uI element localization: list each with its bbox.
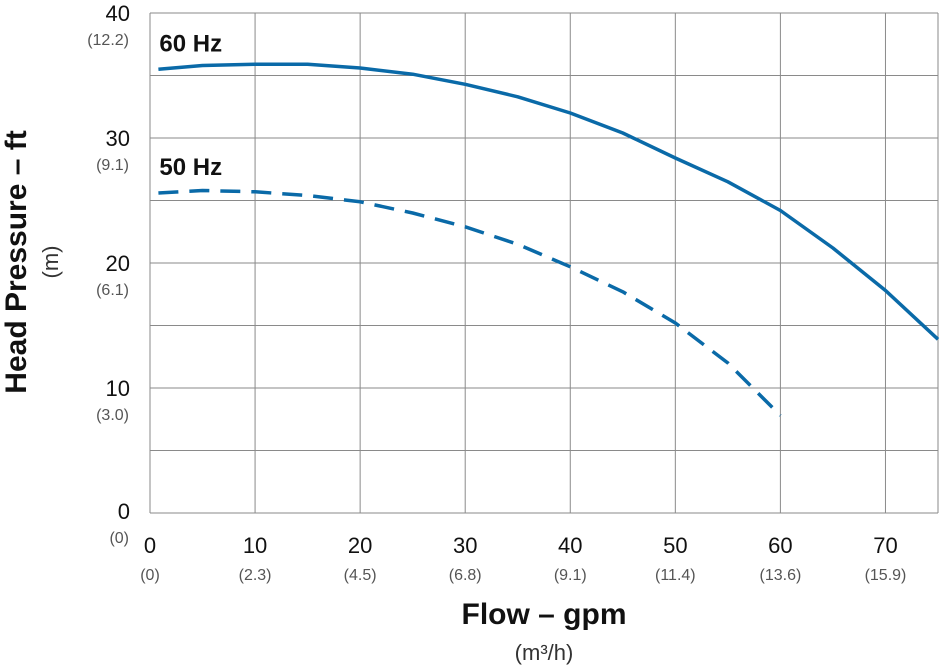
x-axis-title: Flow – gpm <box>462 598 627 631</box>
y-tick-sublabel: (9.1) <box>96 157 129 174</box>
x-tick-sublabel: (11.4) <box>655 567 696 584</box>
x-tick-label: 70 <box>873 533 897 558</box>
series-lines <box>158 62 940 417</box>
series-label: 50 Hz <box>159 154 222 181</box>
y-axis-unit: (m) <box>38 246 63 279</box>
y-tick-label: 20 <box>106 251 130 276</box>
x-tick-sublabel: (9.1) <box>554 567 587 584</box>
y-tick-sublabel: (12.2) <box>87 32 129 49</box>
x-tick-label: 0 <box>144 533 156 558</box>
series-line-50-hz <box>158 188 782 417</box>
y-tick-label: 30 <box>106 126 130 151</box>
y-tick-sublabel: (3.0) <box>96 407 129 424</box>
y-tick-label: 10 <box>106 376 130 401</box>
x-tick-sublabel: (13.6) <box>760 567 802 584</box>
x-tick-sublabel: (0) <box>140 567 160 584</box>
series-labels: 60 Hz 50 Hz <box>159 30 222 181</box>
x-tick-label: 40 <box>558 533 582 558</box>
x-tick-sublabel: (15.9) <box>865 567 907 584</box>
series-line-60-hz <box>158 62 940 341</box>
x-tick-sublabel: (6.8) <box>449 567 482 584</box>
x-tick-sublabel: (4.5) <box>344 567 377 584</box>
x-tick-label: 50 <box>663 533 687 558</box>
y-axis-ticks: 0 (0) 10 (3.0) 20 (6.1) 30 (9.1) 40 (12.2) <box>87 1 130 547</box>
grid-lines <box>149 12 939 514</box>
x-tick-label: 30 <box>453 533 477 558</box>
y-tick-label: 0 <box>118 499 130 524</box>
y-axis-title: Head Pressure – ft <box>0 130 33 393</box>
x-axis-ticks: 0 (0) 10 (2.3) 20 (4.5) 30 (6.8) 40 (9.1) 50 (11.4)… <box>140 533 906 584</box>
y-tick-sublabel: (6.1) <box>96 282 129 299</box>
x-tick-label: 20 <box>348 533 372 558</box>
x-tick-sublabel: (2.3) <box>239 567 272 584</box>
series-label: 60 Hz <box>159 30 222 57</box>
y-tick-label: 40 <box>106 1 130 26</box>
y-tick-sublabel: (0) <box>109 530 129 547</box>
x-tick-label: 60 <box>768 533 792 558</box>
x-tick-label: 10 <box>243 533 267 558</box>
x-axis-unit: (m³/h) <box>515 640 574 665</box>
